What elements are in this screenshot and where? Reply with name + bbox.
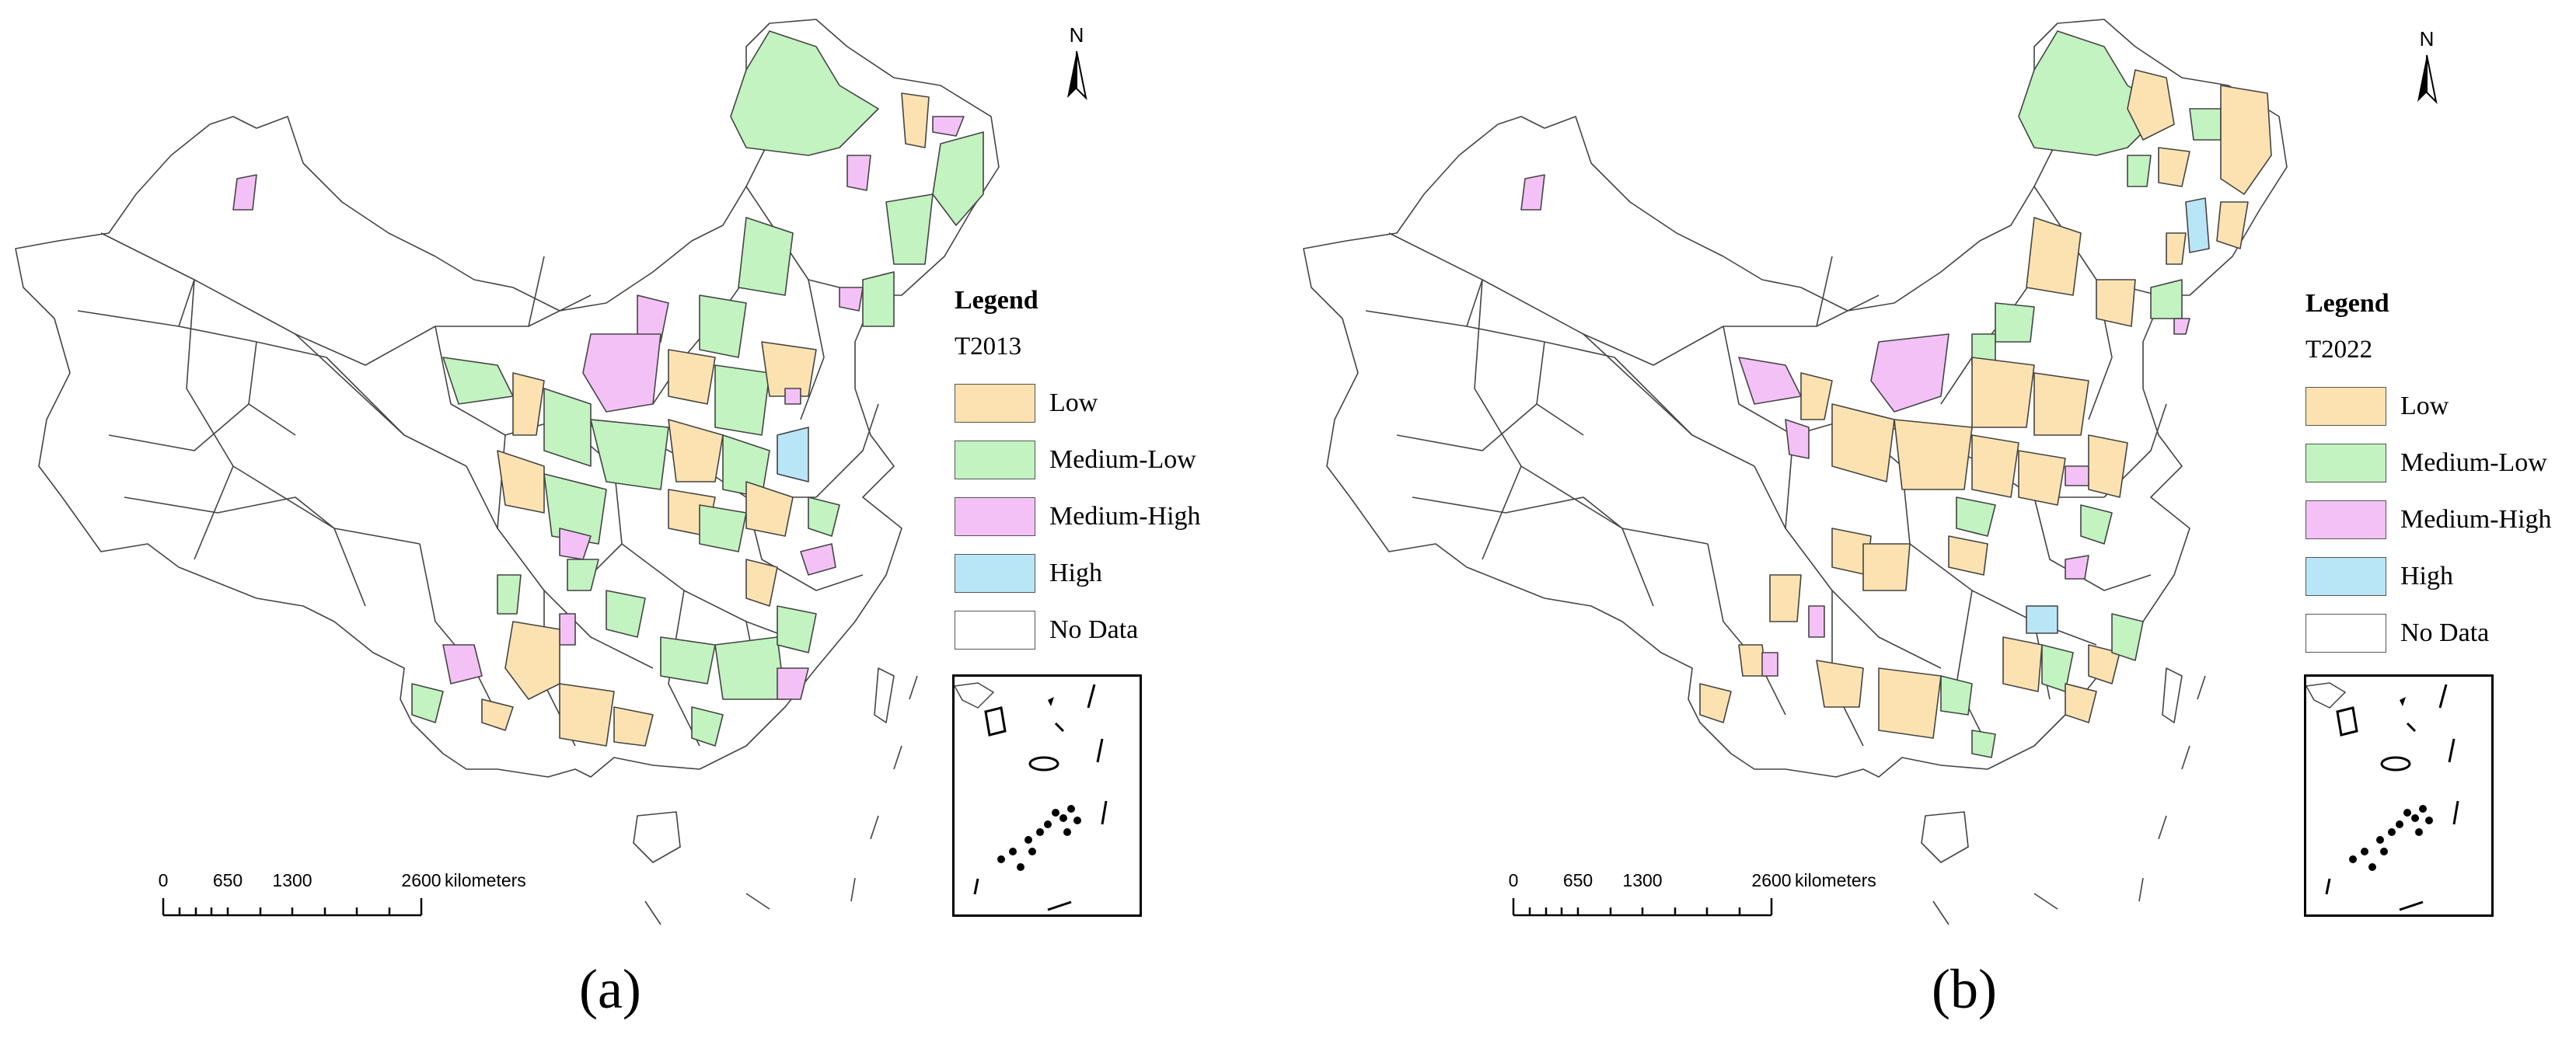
scale-tick-2600: 2600 xyxy=(401,870,442,890)
scale-tick-0: 0 xyxy=(1508,870,1519,890)
scale-tick-650: 650 xyxy=(212,870,243,890)
north-label: N xyxy=(2419,27,2435,51)
panel-label-b: (b) xyxy=(1932,958,1997,1020)
legend-title: Legend xyxy=(2305,289,2389,318)
north-label: N xyxy=(1069,23,1084,47)
taiwan-island xyxy=(2162,667,2183,723)
scale-tick-1300: 1300 xyxy=(272,870,312,890)
scale-tick-0: 0 xyxy=(158,870,169,890)
scale-unit: kilometers xyxy=(1795,870,1876,890)
legend-item-low: Low xyxy=(955,384,1265,424)
china-map-2013 xyxy=(15,19,1000,925)
legend-field: T2013 xyxy=(955,333,1022,361)
scale-unit: kilometers xyxy=(445,870,526,890)
map-panel-b: N Legend T2022 Low Medium-Low Medium-Hig… xyxy=(1288,0,2576,1038)
legend-label-low: Low xyxy=(2400,392,2449,420)
legend-swatch-medium-low xyxy=(955,441,1035,479)
legend-swatch-high xyxy=(955,554,1035,593)
legend-swatch-low xyxy=(2305,387,2386,426)
legend-item-no-data: No Data xyxy=(2305,614,2576,654)
prefecture-regions-2013 xyxy=(411,30,984,747)
legend-item-medium-high: Medium-High xyxy=(2305,500,2576,541)
north-arrow-icon xyxy=(2417,54,2438,105)
inset-map xyxy=(953,682,1108,911)
north-arrow-icon xyxy=(1067,51,1087,101)
scale-tick-1300: 1300 xyxy=(1622,870,1663,890)
legend-item-medium-high: Medium-High xyxy=(955,497,1265,538)
province-boundaries xyxy=(100,186,879,747)
scale-tick-2600: 2600 xyxy=(1751,870,1792,890)
legend-swatch-medium-low xyxy=(2305,444,2386,482)
scale-bar-line xyxy=(162,898,423,917)
legend-swatch-high xyxy=(2305,557,2386,596)
inset-map xyxy=(2305,682,2459,911)
legend-swatch-no-data xyxy=(2305,614,2386,653)
western-boundaries xyxy=(1365,279,1693,529)
legend-item-low: Low xyxy=(2305,387,2576,427)
legend-item-medium-low: Medium-Low xyxy=(2305,444,2576,484)
legend-label-medium-high: Medium-High xyxy=(2400,505,2552,534)
legend-item-medium-low: Medium-Low xyxy=(955,441,1265,481)
map-panel-a: N Legend T2013 Low Medium-Low Medium-Hig… xyxy=(15,19,1265,1020)
south-china-sea-inset xyxy=(2304,674,2494,917)
legend-item-no-data: No Data xyxy=(955,611,1265,651)
scale-tick-650: 650 xyxy=(1562,870,1593,890)
taiwan-island xyxy=(874,667,895,723)
scale-bar: 0 650 1300 2600 kilometers xyxy=(155,870,575,925)
legend-swatch-medium-high xyxy=(955,497,1035,536)
region-xinjiang-north xyxy=(1520,174,1545,211)
legend-title: Legend xyxy=(955,286,1038,315)
south-china-sea-dashes xyxy=(644,675,918,925)
legend-field: T2022 xyxy=(2305,336,2373,364)
legend-swatch-low xyxy=(955,384,1035,423)
south-china-sea-inset xyxy=(952,674,1142,917)
prefecture-regions-2022 xyxy=(1699,30,2272,758)
legend-label-no-data: No Data xyxy=(2400,618,2490,647)
legend-label-no-data: No Data xyxy=(1049,615,1139,644)
legend-label-high: High xyxy=(2400,562,2453,590)
legend-label-medium-low: Medium-Low xyxy=(1049,445,1196,474)
region-xinjiang-north xyxy=(232,174,257,211)
legend-item-high: High xyxy=(2305,557,2576,597)
north-arrow: N xyxy=(1057,23,1096,101)
legend-swatch-medium-high xyxy=(2305,500,2386,539)
scale-bar: 0 650 1300 2600 kilometers xyxy=(1506,870,1925,925)
western-boundaries xyxy=(77,279,405,529)
legend-item-high: High xyxy=(955,554,1265,594)
legend-label-high: High xyxy=(1049,559,1102,587)
south-china-sea-dashes xyxy=(1932,675,2206,925)
panel-label-a: (a) xyxy=(579,958,641,1020)
mainland-outline xyxy=(1303,19,2288,778)
hainan-island xyxy=(633,811,681,863)
legend-swatch-no-data xyxy=(955,611,1035,650)
hainan-island xyxy=(1921,811,1969,863)
legend-label-low: Low xyxy=(1049,388,1098,417)
legend-label-medium-high: Medium-High xyxy=(1049,502,1201,531)
china-map-2022 xyxy=(1303,19,2288,925)
legend-label-medium-low: Medium-Low xyxy=(2400,448,2547,477)
scale-bar-line xyxy=(1512,898,1773,917)
north-arrow: N xyxy=(2407,27,2446,105)
